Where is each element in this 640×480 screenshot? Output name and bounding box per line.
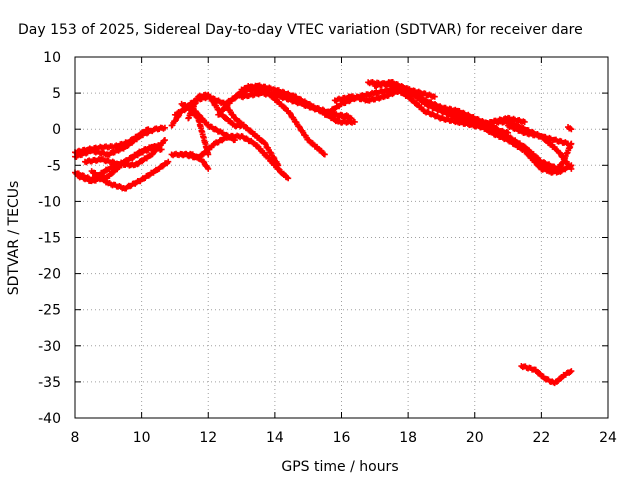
data-point [247, 127, 254, 134]
data-point [285, 175, 292, 182]
y-tick-label: -30 [38, 339, 61, 355]
data-point [155, 142, 162, 149]
data-point [171, 118, 178, 125]
data-point [165, 158, 172, 165]
y-axis-title: SDTVAR / TECUs [6, 181, 22, 296]
data-point [200, 158, 207, 165]
x-tick-label: 12 [199, 430, 217, 446]
x-tick-label: 10 [133, 430, 151, 446]
series-track-11 [178, 100, 238, 144]
data-point [161, 124, 168, 131]
x-tick-label: 20 [466, 430, 484, 446]
data-point [275, 162, 282, 169]
y-tick-label: -40 [38, 411, 61, 427]
data-point [205, 151, 212, 158]
data-point [161, 137, 168, 144]
data-point [195, 111, 202, 118]
y-tick-label: -15 [38, 231, 61, 247]
y-tick-label: -20 [38, 267, 61, 283]
chart-title: Day 153 of 2025, Sidereal Day-to-day VTE… [18, 22, 583, 38]
x-tick-label: 18 [399, 430, 417, 446]
data-point [223, 114, 230, 121]
y-tick-label: -10 [38, 194, 61, 210]
data-point [159, 163, 166, 170]
series-track-5 [88, 158, 172, 192]
series-track-12 [185, 91, 245, 130]
data-points [72, 79, 575, 387]
data-point [286, 110, 293, 117]
y-tick-label: 5 [52, 86, 61, 102]
y-tick-label: 10 [43, 50, 61, 66]
data-point [321, 151, 328, 158]
data-point [238, 122, 245, 129]
x-tick-label: 8 [71, 430, 80, 446]
x-tick-label: 14 [266, 430, 284, 446]
y-tick-label: 0 [52, 122, 61, 138]
data-point [109, 169, 116, 176]
data-point [199, 151, 206, 158]
series-track-9 [178, 150, 212, 172]
data-point [281, 104, 288, 111]
x-tick-label: 16 [333, 430, 351, 446]
data-point [351, 118, 358, 125]
y-tick-label: -35 [38, 375, 61, 391]
series-track-6 [75, 142, 162, 185]
y-tick-label: -5 [47, 158, 61, 174]
y-tick-label: -25 [38, 303, 61, 319]
data-point [231, 137, 238, 144]
x-tick-label: 24 [599, 430, 617, 446]
data-point [296, 123, 303, 130]
x-tick-label: 22 [532, 430, 550, 446]
series-track-2 [72, 124, 168, 160]
x-axis-title: GPS time / hours [281, 459, 398, 475]
data-point [205, 165, 212, 172]
data-point [284, 174, 291, 181]
